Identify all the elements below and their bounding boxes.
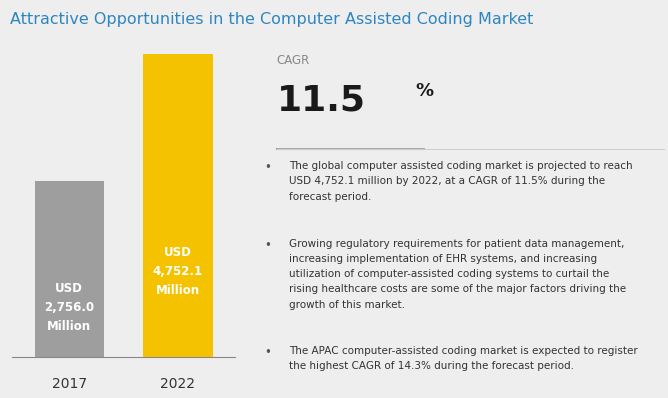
Text: 2022: 2022 — [160, 377, 196, 391]
Text: Attractive Opportunities in the Computer Assisted Coding Market: Attractive Opportunities in the Computer… — [10, 12, 533, 27]
Text: The global computer assisted coding market is projected to reach
USD 4,752.1 mil: The global computer assisted coding mark… — [289, 161, 633, 202]
Bar — [144, 54, 212, 357]
Text: •: • — [264, 346, 271, 359]
Text: The APAC computer-assisted coding market is expected to register
the highest CAG: The APAC computer-assisted coding market… — [289, 346, 638, 371]
Bar — [35, 181, 104, 357]
Text: Growing regulatory requirements for patient data management,
increasing implemen: Growing regulatory requirements for pati… — [289, 239, 627, 310]
Text: USD
2,756.0
Million: USD 2,756.0 Million — [44, 282, 94, 333]
Text: %: % — [415, 82, 434, 100]
Text: USD
4,752.1
Million: USD 4,752.1 Million — [153, 246, 203, 297]
Text: CAGR: CAGR — [277, 54, 310, 67]
Text: •: • — [264, 161, 271, 174]
Text: •: • — [264, 239, 271, 252]
Text: 2017: 2017 — [51, 377, 87, 391]
Text: 11.5: 11.5 — [277, 84, 365, 117]
